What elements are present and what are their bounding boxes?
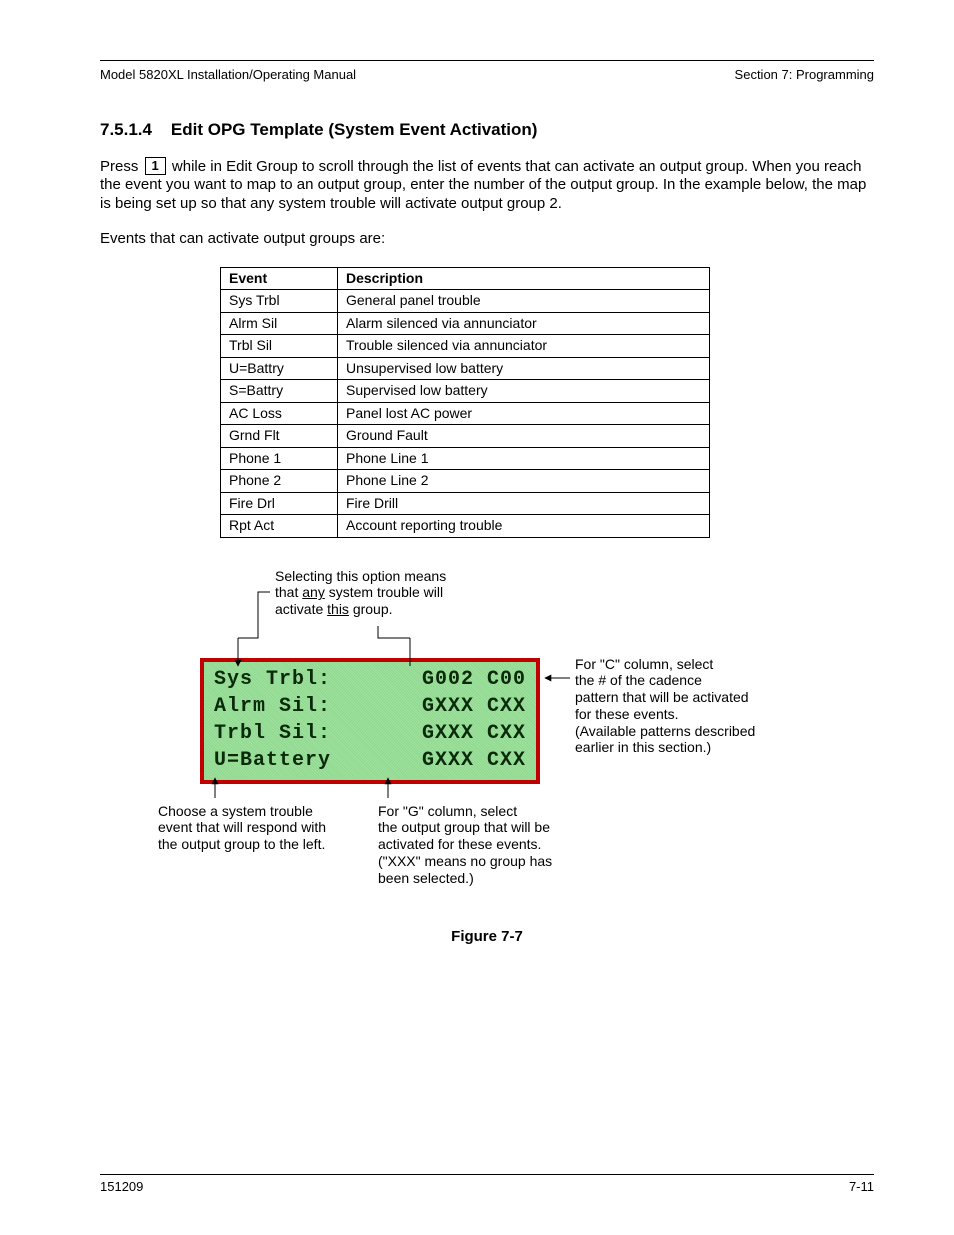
cell: Phone Line 2	[338, 470, 710, 493]
lcd-cell: Sys Trbl:	[214, 666, 331, 693]
text: this	[327, 601, 349, 617]
text: (Available patterns described	[575, 723, 755, 739]
table-row: AC LossPanel lost AC power	[221, 402, 710, 425]
table-row: S=BattrySupervised low battery	[221, 380, 710, 403]
page: Model 5820XL Installation/Operating Manu…	[0, 0, 954, 1235]
lcd-cell: GXXX CXX	[422, 720, 526, 747]
text: For "C" column, select	[575, 656, 713, 672]
paragraph-1: Press 1 while in Edit Group to scroll th…	[100, 157, 874, 214]
table-row: Trbl SilTrouble silenced via annunciator	[221, 335, 710, 358]
events-table: Event Description Sys TrblGeneral panel …	[220, 267, 710, 538]
lcd-cell: GXXX CXX	[422, 747, 526, 774]
section-heading: 7.5.1.4 Edit OPG Template (System Event …	[100, 119, 874, 140]
text: For "G" column, select	[378, 803, 517, 819]
cell: Ground Fault	[338, 425, 710, 448]
text: been selected.)	[378, 870, 474, 886]
figure-caption: Figure 7-7	[100, 928, 874, 947]
p1-b: while in Edit Group to scroll through th…	[100, 158, 866, 213]
lcd-row: U=Battery GXXX CXX	[214, 747, 526, 774]
callout-top: Selecting this option means that any sys…	[275, 568, 485, 618]
callout-bottom-left: Choose a system trouble event that will …	[158, 803, 368, 853]
text: pattern that will be activated	[575, 689, 749, 705]
lcd-cell: Alrm Sil:	[214, 693, 331, 720]
lcd-cell: Trbl Sil:	[214, 720, 331, 747]
paragraph-2: Events that can activate output groups a…	[100, 230, 874, 249]
header-right: Section 7: Programming	[735, 67, 874, 83]
text: the output group to the left.	[158, 836, 325, 852]
section-title-text: Edit OPG Template (System Event Activati…	[171, 120, 538, 139]
cell: Panel lost AC power	[338, 402, 710, 425]
text: for these events.	[575, 706, 679, 722]
table-row: Phone 2Phone Line 2	[221, 470, 710, 493]
p1-a: Press	[100, 158, 143, 175]
cell: General panel trouble	[338, 290, 710, 313]
table-row: Grnd FltGround Fault	[221, 425, 710, 448]
lcd-screen: Sys Trbl: G002 C00 Alrm Sil: GXXX CXX Tr…	[200, 658, 540, 784]
text: activate	[275, 601, 327, 617]
text: event that will respond with	[158, 819, 326, 835]
header-left: Model 5820XL Installation/Operating Manu…	[100, 67, 356, 83]
text: that	[275, 584, 302, 600]
cell: Phone 2	[221, 470, 338, 493]
lcd-row: Alrm Sil: GXXX CXX	[214, 693, 526, 720]
text: the output group that will be	[378, 819, 550, 835]
cell: Trbl Sil	[221, 335, 338, 358]
text: any	[302, 584, 325, 600]
cell: Grnd Flt	[221, 425, 338, 448]
footer-right: 7-11	[849, 1179, 874, 1195]
cell: Alarm silenced via annunciator	[338, 312, 710, 335]
table-header-row: Event Description	[221, 267, 710, 290]
cell: Alrm Sil	[221, 312, 338, 335]
col-event: Event	[221, 267, 338, 290]
cell: Supervised low battery	[338, 380, 710, 403]
cell: Trouble silenced via annunciator	[338, 335, 710, 358]
text: system trouble will	[325, 584, 443, 600]
cell: U=Battry	[221, 357, 338, 380]
text: Choose a system trouble	[158, 803, 313, 819]
page-header: Model 5820XL Installation/Operating Manu…	[100, 60, 874, 83]
table-row: Rpt ActAccount reporting trouble	[221, 515, 710, 538]
cell: Fire Drill	[338, 492, 710, 515]
cell: Account reporting trouble	[338, 515, 710, 538]
text: the # of the cadence	[575, 672, 702, 688]
table-row: Alrm SilAlarm silenced via annunciator	[221, 312, 710, 335]
lcd-cell: G002 C00	[422, 666, 526, 693]
cell: Sys Trbl	[221, 290, 338, 313]
callout-bottom-center: For "G" column, select the output group …	[378, 803, 588, 887]
col-description: Description	[338, 267, 710, 290]
text: earlier in this section.)	[575, 739, 711, 755]
text: ("XXX" means no group has	[378, 853, 552, 869]
text: Selecting this option means	[275, 568, 446, 584]
cell: Phone 1	[221, 447, 338, 470]
section-number: 7.5.1.4	[100, 120, 152, 139]
table-row: Fire DrlFire Drill	[221, 492, 710, 515]
table-row: U=BattryUnsupervised low battery	[221, 357, 710, 380]
callout-right: For "C" column, select the # of the cade…	[575, 656, 795, 757]
table-row: Sys TrblGeneral panel trouble	[221, 290, 710, 313]
figure-diagram: Selecting this option means that any sys…	[130, 568, 874, 918]
cell: S=Battry	[221, 380, 338, 403]
key-1-icon: 1	[145, 157, 166, 175]
lcd-cell: U=Battery	[214, 747, 331, 774]
cell: Rpt Act	[221, 515, 338, 538]
lcd-row: Trbl Sil: GXXX CXX	[214, 720, 526, 747]
cell: AC Loss	[221, 402, 338, 425]
text: group.	[349, 601, 393, 617]
cell: Phone Line 1	[338, 447, 710, 470]
text: activated for these events.	[378, 836, 541, 852]
lcd-row: Sys Trbl: G002 C00	[214, 666, 526, 693]
footer-left: 151209	[100, 1179, 143, 1195]
page-footer: 151209 7-11	[100, 1174, 874, 1195]
cell: Unsupervised low battery	[338, 357, 710, 380]
table-row: Phone 1Phone Line 1	[221, 447, 710, 470]
cell: Fire Drl	[221, 492, 338, 515]
lcd-cell: GXXX CXX	[422, 693, 526, 720]
